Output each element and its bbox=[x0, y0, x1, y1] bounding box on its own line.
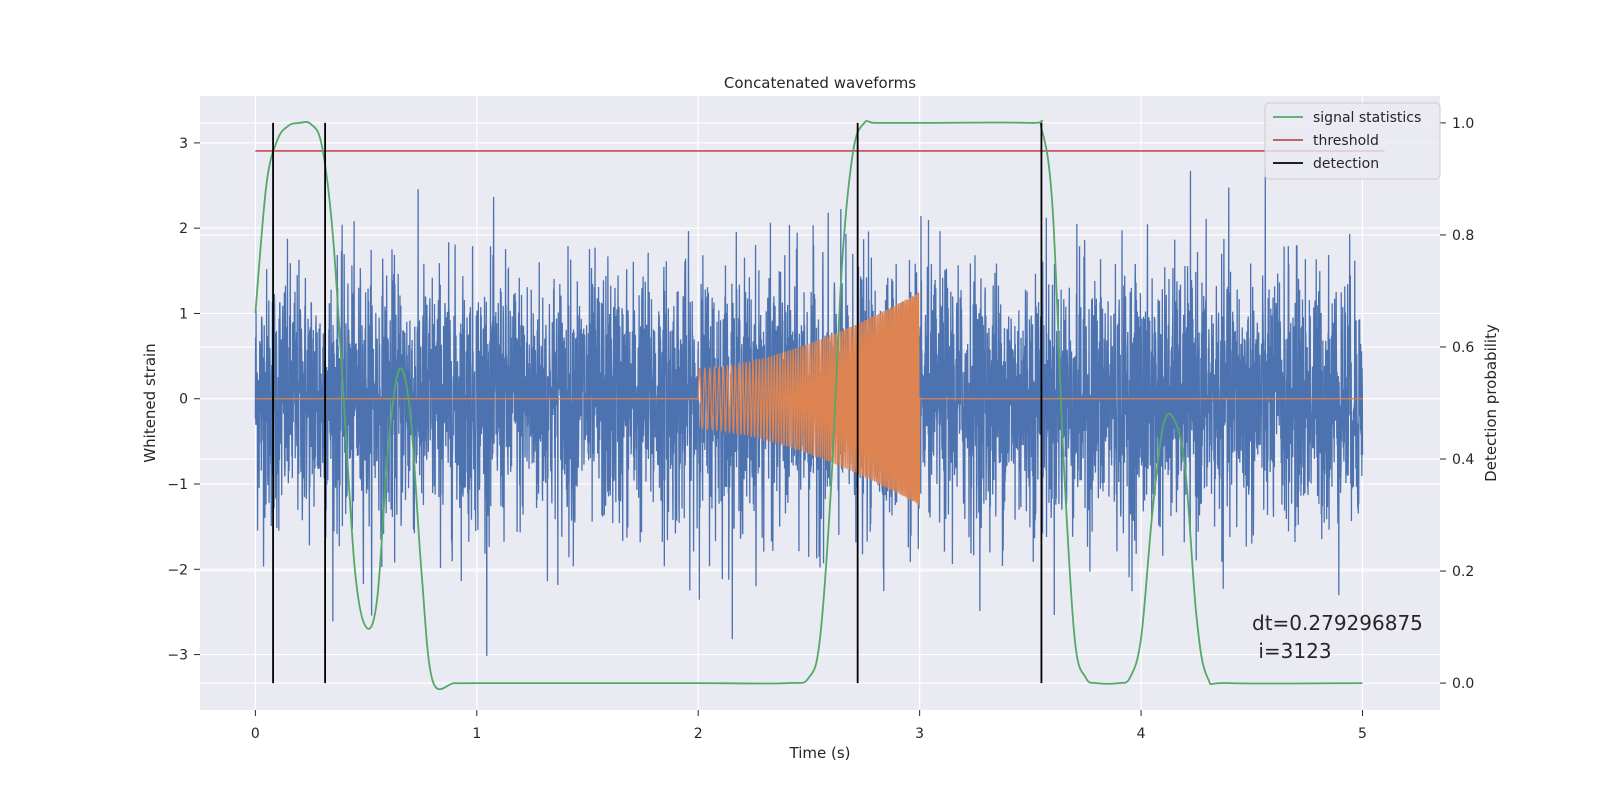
y2-axis-label: Detection probability bbox=[1482, 324, 1500, 482]
y2-tick-label: 0.8 bbox=[1452, 228, 1474, 244]
series-signal-statistics bbox=[254, 119, 1363, 691]
y-tick-label: 3 bbox=[179, 136, 188, 152]
series-chirp bbox=[255, 292, 1363, 506]
y-tick-label: 1 bbox=[179, 306, 188, 322]
x-tick-label: 0 bbox=[251, 726, 260, 742]
legend: signal statistics threshold detection bbox=[1264, 102, 1441, 180]
y2-tick-label: 0.4 bbox=[1452, 452, 1474, 468]
y2-tick-label: 1.0 bbox=[1452, 116, 1474, 132]
y2-tick-label: 0.2 bbox=[1452, 564, 1474, 580]
x-tick-label: 4 bbox=[1137, 726, 1146, 742]
axes: 0 1 2 3 4 5 −3 −2 −1 0 1 2 3 0.0 0.2 0.4 0.6 0.8 1.0 bbox=[167, 116, 1474, 742]
y-tick-label: 0 bbox=[179, 392, 188, 408]
series-layer bbox=[254, 119, 1385, 691]
y-tick-label: −2 bbox=[167, 562, 188, 578]
x-tick-label: 5 bbox=[1358, 726, 1367, 742]
legend-box bbox=[1264, 102, 1441, 180]
y-tick-label: −3 bbox=[167, 648, 188, 664]
y2-tick-label: 0.0 bbox=[1452, 676, 1474, 692]
y-tick-label: −1 bbox=[167, 477, 188, 493]
legend-label: signal statistics bbox=[1313, 110, 1421, 126]
x-axis-label: Time (s) bbox=[789, 744, 851, 762]
legend-label: threshold bbox=[1313, 133, 1379, 149]
x-tick-label: 2 bbox=[694, 726, 703, 742]
chart-title: Concatenated waveforms bbox=[724, 74, 916, 92]
annotation-dt: dt=0.279296875 bbox=[1252, 611, 1423, 635]
y2-tick-label: 0.6 bbox=[1452, 340, 1474, 356]
legend-label: detection bbox=[1313, 156, 1379, 172]
x-tick-label: 3 bbox=[915, 726, 924, 742]
y-axis-label: Whitened strain bbox=[141, 343, 159, 462]
x-tick-label: 1 bbox=[472, 726, 481, 742]
annotation-i: i=3123 bbox=[1252, 639, 1332, 663]
y-tick-label: 2 bbox=[179, 221, 188, 237]
